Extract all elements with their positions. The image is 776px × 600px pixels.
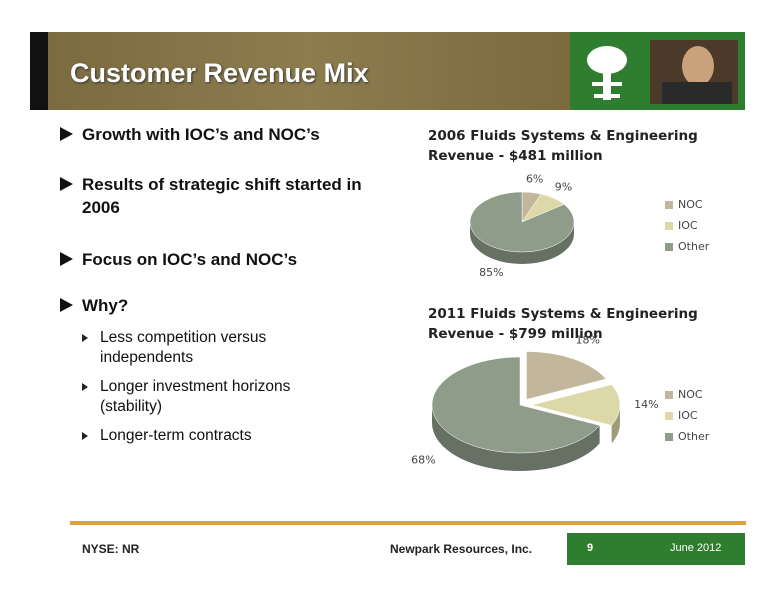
data-label: 85% — [479, 266, 503, 279]
data-label: 68% — [411, 453, 435, 466]
logo — [587, 40, 738, 104]
photo-body — [662, 82, 732, 104]
legend-swatch — [665, 391, 673, 399]
legend-swatch — [665, 201, 673, 209]
data-label: 9% — [555, 181, 572, 194]
legend-swatch — [665, 433, 673, 441]
page-number: 9 — [587, 542, 594, 554]
data-label: 6% — [526, 172, 543, 185]
footer-date: June 2012 — [670, 542, 722, 554]
bullet: Why? — [82, 296, 129, 315]
bullet: Growth with IOC’s and NOC’s — [82, 125, 320, 144]
legend-label: Other — [678, 430, 710, 443]
ticker: NYSE: NR — [82, 542, 140, 556]
footer-box — [567, 533, 745, 565]
photo-face — [682, 46, 714, 86]
bullet-icon — [60, 127, 73, 141]
tree-icon — [587, 46, 627, 100]
pie-slice — [531, 384, 621, 426]
data-label: 18% — [576, 334, 600, 347]
slide-title: Customer Revenue Mix — [70, 58, 369, 88]
bullet-icon — [60, 177, 73, 191]
header-band — [48, 32, 570, 110]
legend-label: IOC — [678, 219, 698, 232]
legend-swatch — [665, 222, 673, 230]
chart-title: 2011 Fluids Systems & Engineering Revenu… — [428, 306, 698, 342]
bullet-icon — [60, 298, 73, 312]
header-edge — [30, 32, 48, 110]
chart-title: 2006 Fluids Systems & Engineering Revenu… — [428, 128, 698, 164]
data-label: 14% — [634, 398, 658, 411]
legend-label: IOC — [678, 409, 698, 422]
legend-label: Other — [678, 240, 710, 253]
legend-label: NOC — [678, 388, 703, 401]
sub-bullet: Less competition versus independents — [100, 329, 267, 366]
pie-slice-side — [432, 405, 600, 471]
sub-bullet-icon — [82, 383, 88, 391]
bullet: Results of strategic shift started in 20… — [82, 175, 362, 217]
bullet: Focus on IOC’s and NOC’s — [82, 250, 298, 269]
pie-slice — [431, 356, 601, 454]
sub-bullet-icon — [82, 432, 88, 440]
legend-swatch — [665, 243, 673, 251]
legend-swatch — [665, 412, 673, 420]
pie-slice-side — [611, 405, 621, 444]
bullet-icon — [60, 252, 73, 266]
pie-slice — [469, 191, 575, 253]
footer-rule — [70, 521, 746, 525]
sub-bullet: Longer-term contracts — [100, 427, 252, 444]
charts: 6% 9% 85% NOC IOC Other 18% 14% 68% NOC IOC Other — [411, 172, 710, 471]
pie-slice-side — [470, 222, 574, 264]
legend-label: NOC — [678, 198, 703, 211]
company: Newpark Resources, Inc. — [390, 542, 533, 556]
pie-slice — [526, 351, 607, 400]
sub-bullet-icon — [82, 334, 88, 342]
sub-bullet: Longer investment horizons (stability) — [100, 378, 291, 415]
